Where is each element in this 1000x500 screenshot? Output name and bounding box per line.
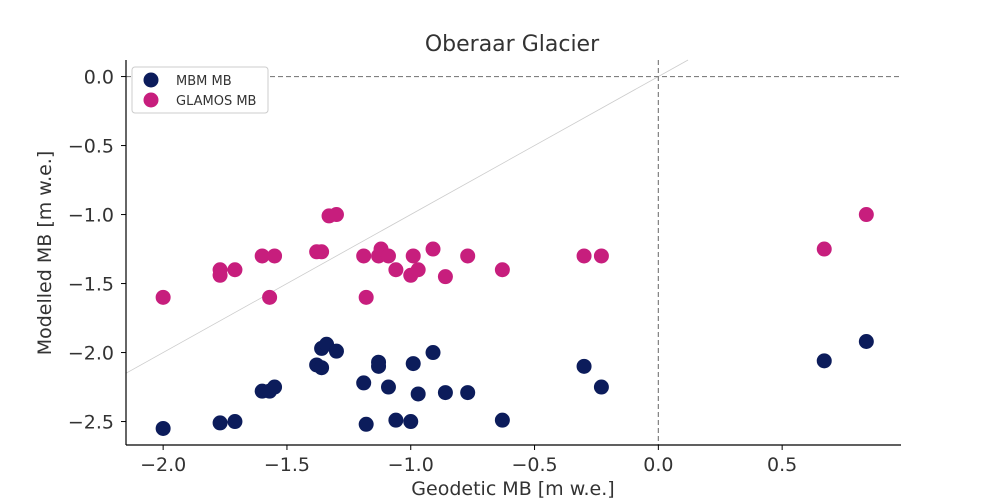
y-tick-label: −1.5 — [68, 274, 114, 296]
data-point — [262, 289, 278, 305]
data-point — [410, 386, 426, 402]
data-point — [227, 414, 243, 430]
data-point — [155, 420, 171, 436]
legend-marker-glamos — [143, 92, 159, 108]
data-point — [403, 414, 419, 430]
y-axis-title: Modelled MB [m w.e.] — [34, 151, 56, 356]
legend-label-mbm: MBM MB — [176, 74, 232, 89]
x-axis-title: Geodetic MB [m w.e.] — [411, 478, 614, 500]
data-point — [405, 248, 421, 264]
data-point — [388, 262, 404, 278]
legend-box — [131, 66, 269, 114]
x-tick-label: 0.0 — [643, 454, 673, 476]
data-point — [405, 356, 421, 372]
reference-line-identity — [125, 59, 689, 374]
x-tick-label: −0.5 — [511, 454, 557, 476]
series-mbm — [155, 334, 874, 436]
data-point — [227, 262, 243, 278]
chart-title: Oberaar Glacier — [425, 32, 600, 57]
data-point — [816, 353, 832, 369]
data-point — [576, 248, 592, 264]
legend-label-glamos: GLAMOS MB — [176, 94, 256, 109]
x-tick-label: −1.5 — [264, 454, 310, 476]
x-axis-ticks: −2.0 −1.5 −1.0 −0.5 0.0 0.5 — [140, 445, 797, 476]
data-point — [460, 248, 476, 264]
data-point — [254, 248, 270, 264]
data-point — [494, 262, 510, 278]
x-tick-label: −2.0 — [140, 454, 186, 476]
data-point — [425, 345, 441, 361]
data-point — [858, 207, 874, 223]
data-point — [425, 241, 441, 257]
data-point — [816, 241, 832, 257]
data-point — [593, 248, 609, 264]
data-point — [410, 262, 426, 278]
legend-marker-mbm — [143, 72, 159, 88]
x-tick-label: −1.0 — [388, 454, 434, 476]
reference-lines — [125, 59, 901, 445]
data-point — [356, 375, 372, 391]
y-tick-label: −2.0 — [68, 343, 114, 365]
data-point — [380, 379, 396, 395]
data-point — [314, 360, 330, 376]
data-point — [460, 385, 476, 401]
data-point — [212, 267, 228, 283]
x-tick-label: 0.5 — [767, 454, 797, 476]
y-tick-label: −2.5 — [68, 412, 114, 434]
data-point — [328, 207, 344, 223]
data-points — [155, 207, 874, 436]
data-point — [437, 269, 453, 285]
data-point — [358, 416, 374, 432]
data-point — [267, 379, 283, 395]
data-point — [356, 248, 372, 264]
legend: MBM MB GLAMOS MB — [131, 66, 269, 114]
data-point — [858, 334, 874, 350]
data-point — [593, 379, 609, 395]
data-point — [371, 358, 387, 374]
data-point — [380, 248, 396, 264]
data-point — [437, 385, 453, 401]
data-point — [494, 412, 510, 428]
data-point — [328, 343, 344, 359]
y-tick-label: −1.0 — [68, 205, 114, 227]
data-point — [358, 289, 374, 305]
plot-area — [125, 59, 901, 445]
y-axis-ticks: 0.0 −0.5 −1.0 −1.5 −2.0 −2.5 — [68, 67, 126, 434]
data-point — [267, 248, 283, 264]
series-glamos — [155, 207, 874, 305]
y-tick-label: 0.0 — [84, 67, 114, 89]
data-point — [212, 415, 228, 431]
data-point — [314, 244, 330, 260]
data-point — [576, 358, 592, 374]
y-tick-label: −0.5 — [68, 136, 114, 158]
data-point — [388, 412, 404, 428]
axes: −2.0 −1.5 −1.0 −0.5 0.0 0.5 0.0−0.5−1.0−1.5−2… — [68, 60, 901, 476]
data-point — [155, 289, 171, 305]
